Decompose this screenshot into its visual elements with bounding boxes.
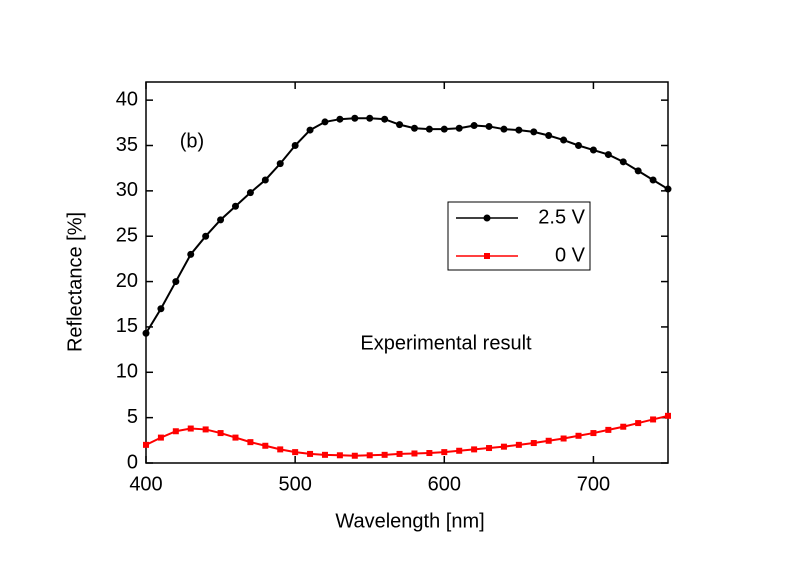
- data-point: [515, 441, 522, 448]
- legend-label: 2.5 V: [538, 206, 585, 228]
- data-point: [187, 425, 194, 432]
- data-point: [187, 250, 195, 258]
- data-point: [471, 446, 478, 453]
- data-point: [232, 434, 239, 441]
- data-point: [575, 432, 582, 439]
- data-point: [396, 450, 403, 457]
- data-point: [321, 118, 329, 126]
- data-point: [381, 115, 389, 123]
- data-point: [619, 158, 627, 166]
- data-point: [500, 443, 507, 450]
- data-point: [455, 124, 463, 132]
- y-axis-label: Reflectance [%]: [64, 212, 86, 352]
- data-point: [545, 437, 552, 444]
- data-point: [143, 441, 149, 448]
- data-point: [351, 452, 358, 459]
- x-tick-label: 600: [428, 473, 461, 495]
- data-point: [276, 160, 284, 168]
- data-point: [650, 416, 657, 423]
- x-tick-label: 500: [278, 473, 311, 495]
- data-point: [351, 114, 359, 122]
- data-point: [575, 142, 583, 149]
- y-tick-label: 20: [116, 270, 138, 292]
- data-point: [530, 440, 537, 447]
- data-point: [217, 430, 224, 437]
- data-point: [307, 450, 314, 457]
- annotation: (b): [180, 130, 204, 152]
- x-axis-label: Wavelength [nm]: [335, 510, 484, 532]
- annotation: Experimental result: [360, 332, 532, 354]
- y-tick-label: 40: [116, 88, 138, 110]
- data-point: [231, 202, 239, 210]
- data-point: [291, 142, 299, 149]
- y-tick-label: 15: [116, 315, 138, 337]
- data-point: [515, 126, 523, 134]
- data-point: [366, 452, 373, 459]
- data-point: [456, 447, 463, 454]
- x-tick-label: 400: [129, 473, 162, 495]
- data-point: [202, 232, 210, 240]
- series-line: [145, 414, 669, 457]
- data-point: [172, 428, 179, 435]
- data-point: [560, 136, 568, 144]
- data-point: [172, 278, 180, 286]
- data-point: [157, 305, 165, 313]
- data-point: [262, 442, 269, 449]
- data-point: [664, 185, 672, 193]
- data-point: [620, 423, 627, 430]
- data-point: [142, 329, 150, 337]
- data-point: [441, 449, 448, 456]
- data-point: [635, 420, 642, 427]
- data-point: [590, 430, 597, 437]
- data-point: [202, 426, 209, 433]
- data-point: [336, 452, 343, 459]
- y-tick-label: 0: [127, 451, 138, 473]
- legend-marker: [483, 214, 491, 222]
- data-point: [306, 126, 314, 134]
- data-point: [366, 114, 374, 122]
- y-tick-label: 10: [116, 361, 138, 383]
- data-point: [321, 451, 328, 458]
- x-tick-label: 700: [577, 473, 610, 495]
- data-point: [217, 216, 225, 224]
- data-point: [157, 434, 164, 441]
- data-point: [396, 121, 404, 129]
- data-point: [440, 125, 448, 133]
- data-point: [336, 115, 344, 123]
- data-point: [470, 122, 478, 130]
- data-point: [381, 451, 388, 458]
- data-point: [411, 450, 418, 457]
- data-point: [545, 132, 553, 140]
- data-point: [605, 426, 612, 433]
- data-point: [560, 435, 567, 442]
- data-point: [485, 122, 493, 130]
- y-tick-label: 30: [116, 179, 138, 201]
- plot-frame: [145, 81, 669, 464]
- data-point: [425, 125, 433, 133]
- data-point: [530, 128, 538, 136]
- legend: [447, 201, 591, 271]
- data-point: [604, 151, 612, 159]
- y-tick-label: 5: [127, 406, 138, 428]
- data-point: [247, 439, 254, 446]
- data-point: [665, 412, 671, 419]
- data-point: [589, 146, 597, 154]
- data-point: [426, 450, 433, 457]
- data-point: [246, 189, 254, 197]
- data-point: [649, 176, 657, 184]
- legend-marker: [484, 253, 490, 259]
- data-point: [500, 125, 508, 133]
- data-point: [410, 124, 418, 132]
- y-tick-label: 35: [116, 134, 138, 156]
- y-tick-label: 25: [116, 224, 138, 246]
- data-point: [634, 167, 642, 175]
- data-point: [292, 449, 299, 456]
- data-point: [277, 446, 284, 453]
- data-point: [261, 176, 269, 184]
- data-point: [486, 445, 493, 452]
- legend-label: 0 V: [555, 244, 586, 266]
